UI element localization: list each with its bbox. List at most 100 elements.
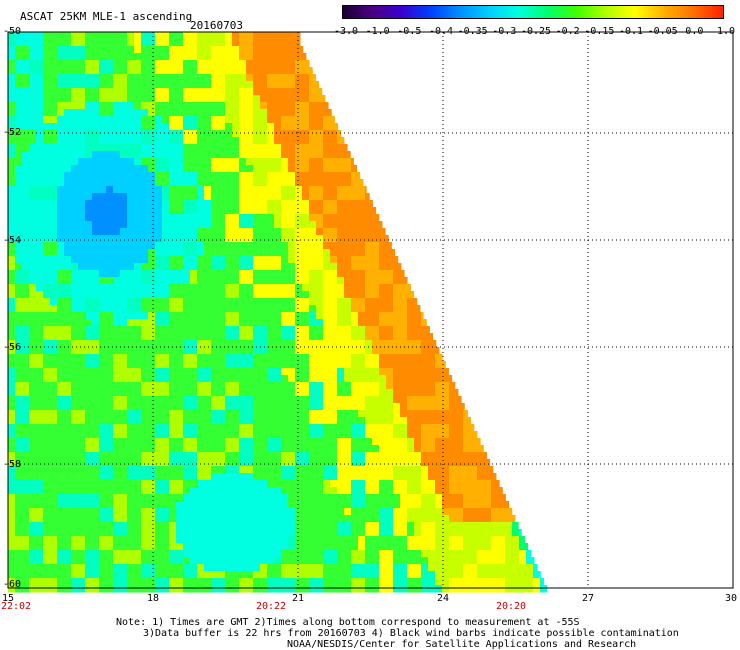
swath-cell [155,53,163,61]
swath-cell [204,263,212,271]
swath-cell [330,557,338,565]
swath-cell [323,389,331,397]
swath-cell [365,284,373,292]
swath-cell [253,466,261,474]
swath-cell [211,151,219,159]
swath-cell [85,116,93,124]
swath-cell [204,109,212,117]
swath-cell [204,60,212,68]
swath-cell [330,424,338,432]
swath-cell [309,326,317,334]
swath-cell [491,522,499,530]
swath-cell [50,445,58,453]
swath-cell [92,235,100,243]
swath-cell [43,81,51,89]
swath-cell [246,326,254,334]
swath-cell [183,333,191,341]
swath-cell [57,396,65,404]
swath-cell [386,431,394,439]
swath-cell [449,473,457,481]
swath-cell [29,536,37,544]
swath-cell [92,333,100,341]
swath-cell [239,179,247,187]
swath-cell [239,74,247,82]
swath-cell [85,368,93,376]
swath-cell [337,557,345,565]
swath-cell [330,445,338,453]
swath-cell [295,165,303,173]
swath-cell [36,340,44,348]
swath-cell [309,550,317,558]
swath-cell [316,81,320,89]
swath-cell [316,424,324,432]
swath-cell [50,228,58,236]
swath-cell [155,256,163,264]
swath-cell [533,571,541,579]
swath-cell [169,501,177,509]
swath-cell [78,529,86,537]
swath-cell [246,228,254,236]
swath-cell [99,508,107,516]
swath-cell [421,431,429,439]
swath-cell [162,494,170,502]
swath-cell [281,347,289,355]
swath-cell [71,242,79,250]
swath-cell [344,256,352,264]
swath-cell [344,158,352,166]
swath-cell [127,242,135,250]
y-tick-label: -60 [3,579,22,590]
swath-cell [351,354,359,362]
swath-cell [351,494,359,502]
swath-cell [36,459,44,467]
swath-cell [204,354,212,362]
swath-cell [281,109,289,117]
swath-cell [134,200,142,208]
swath-cell [260,494,268,502]
swath-cell [281,424,289,432]
swath-cell [351,375,359,383]
swath-cell [379,277,387,285]
swath-cell [57,200,65,208]
swath-cell [36,319,44,327]
swath-cell [197,403,205,411]
swath-cell [120,137,128,145]
swath-cell [407,291,415,299]
swath-cell [260,501,268,509]
swath-cell [57,508,65,516]
swath-cell [64,179,72,187]
swath-cell [386,235,389,243]
swath-cell [92,214,100,222]
swath-cell [442,480,450,488]
swath-cell [435,480,443,488]
swath-cell [148,277,156,285]
swath-cell [155,39,163,47]
swath-cell [120,445,128,453]
swath-cell [197,571,205,579]
swath-cell [484,571,492,579]
swath-cell [204,95,212,103]
swath-cell [8,74,16,82]
swath-cell [274,102,282,110]
swath-cell [99,298,107,306]
swath-cell [330,431,338,439]
swath-cell [309,396,317,404]
swath-cell [57,298,65,306]
swath-cell [106,480,114,488]
swath-cell [281,543,289,551]
swath-cell [379,235,387,243]
swath-cell [512,536,520,544]
swath-cell [22,431,30,439]
swath-cell [274,88,282,96]
swath-cell [260,536,268,544]
swath-cell [155,501,163,509]
swath-cell [57,480,65,488]
swath-cell [365,459,373,467]
swath-cell [365,578,373,586]
swath-cell [64,396,72,404]
swath-cell [141,424,149,432]
swath-cell [204,291,212,299]
swath-cell [372,277,380,285]
swath-cell [344,501,352,509]
swath-cell [85,137,93,145]
swath-cell [134,564,142,572]
